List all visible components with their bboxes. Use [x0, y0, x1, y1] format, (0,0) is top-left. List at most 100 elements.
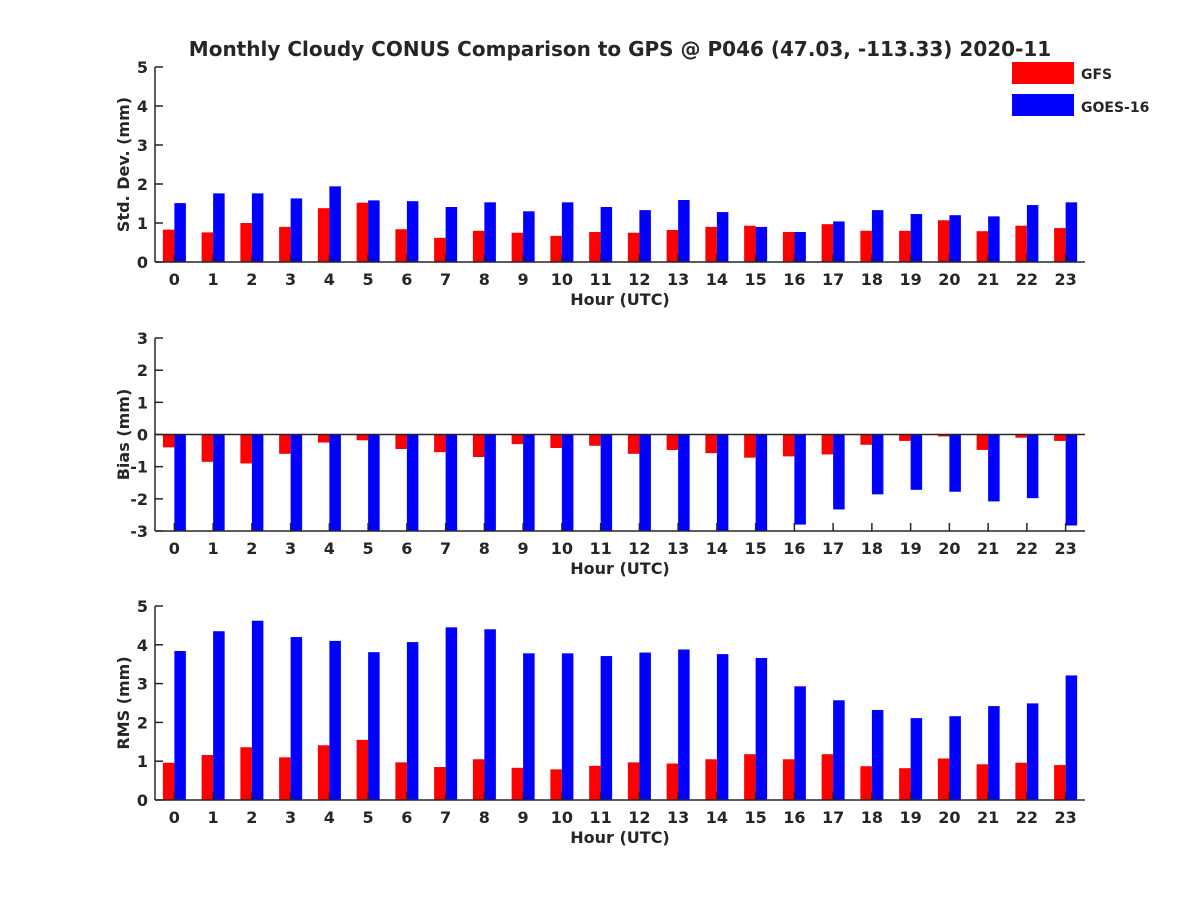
y-tick-label: 3 [137, 329, 148, 348]
x-tick-label: 8 [479, 808, 490, 827]
x-tick-label: 20 [938, 270, 960, 289]
bar-gfs-hour-19 [899, 434, 911, 441]
bar-gfs-hour-3 [279, 757, 291, 800]
y-tick-label: 2 [137, 713, 148, 732]
bar-goes16-hour-19 [910, 718, 923, 800]
bar-goes16-hour-15 [755, 226, 768, 262]
x-tick-label: 2 [246, 270, 257, 289]
bar-goes16-hour-18 [871, 210, 884, 262]
bar-goes16-hour-21 [988, 706, 1000, 800]
bar-goes16-hour-17 [833, 221, 845, 262]
bar-goes16-hour-20 [949, 215, 961, 262]
legend-label-gfs: GFS [1081, 67, 1112, 83]
bar-gfs-hour-1 [201, 232, 214, 262]
bar-goes16-hour-0 [174, 203, 186, 262]
bar-gfs-hour-12 [627, 434, 640, 454]
x-tick-label: 1 [208, 270, 219, 289]
x-tick-label: 2 [246, 539, 257, 558]
x-axis-label: Hour (UTC) [570, 559, 670, 578]
x-tick-label: 4 [324, 539, 335, 558]
bar-gfs-hour-21 [976, 434, 989, 450]
bar-gfs-hour-22 [1015, 434, 1027, 438]
bar-gfs-hour-11 [589, 231, 601, 262]
x-tick-label: 23 [1054, 270, 1076, 289]
bar-goes16-hour-19 [910, 214, 923, 262]
bar-goes16-hour-0 [174, 434, 186, 531]
bar-gfs-hour-5 [356, 202, 369, 262]
x-tick-label: 6 [401, 539, 412, 558]
x-tick-label: 7 [440, 808, 451, 827]
bar-gfs-hour-7 [434, 767, 446, 800]
bar-gfs-hour-3 [279, 226, 291, 262]
bar-goes16-hour-17 [833, 434, 845, 510]
x-tick-label: 8 [479, 270, 490, 289]
bar-goes16-hour-12 [639, 210, 651, 262]
bar-goes16-hour-16 [794, 231, 806, 262]
bar-gfs-hour-22 [1015, 762, 1027, 800]
bar-gfs-hour-17 [821, 754, 834, 800]
x-tick-label: 12 [628, 808, 650, 827]
bar-goes16-hour-7 [445, 207, 458, 262]
bar-goes16-hour-14 [716, 212, 729, 262]
bar-gfs-hour-20 [937, 434, 950, 437]
x-tick-label: 3 [285, 539, 296, 558]
y-tick-label: -2 [130, 490, 148, 509]
x-tick-label: 10 [551, 808, 573, 827]
bar-gfs-hour-16 [782, 759, 795, 800]
bar-gfs-hour-1 [201, 754, 214, 800]
bar-gfs-hour-0 [162, 762, 175, 800]
bar-gfs-hour-4 [317, 745, 330, 800]
x-tick-label: 0 [169, 539, 180, 558]
bar-goes16-hour-2 [251, 193, 264, 262]
x-tick-label: 18 [861, 539, 883, 558]
bar-goes16-hour-0 [174, 651, 186, 800]
x-tick-label: 13 [667, 808, 689, 827]
x-tick-label: 20 [938, 808, 960, 827]
bar-goes16-hour-14 [716, 434, 729, 531]
x-tick-label: 14 [706, 270, 728, 289]
bar-goes16-hour-11 [600, 656, 613, 800]
bar-gfs-hour-23 [1054, 228, 1066, 262]
y-tick-label: 1 [137, 393, 148, 412]
x-tick-label: 7 [440, 539, 451, 558]
bar-goes16-hour-9 [523, 434, 535, 531]
x-tick-label: 6 [401, 270, 412, 289]
bar-goes16-hour-5 [368, 434, 380, 531]
bar-goes16-hour-9 [523, 211, 535, 262]
bar-gfs-hour-1 [201, 434, 214, 462]
x-tick-label: 23 [1054, 539, 1076, 558]
bar-gfs-hour-17 [821, 224, 834, 262]
bar-goes16-hour-3 [290, 637, 303, 800]
bar-gfs-hour-0 [162, 434, 175, 448]
x-tick-label: 22 [1016, 808, 1038, 827]
bar-goes16-hour-19 [910, 434, 923, 490]
bar-goes16-hour-9 [523, 653, 535, 800]
x-tick-label: 14 [706, 539, 728, 558]
y-tick-label: 4 [137, 97, 148, 116]
y-tick-label: 0 [137, 426, 148, 445]
bar-goes16-hour-1 [213, 631, 225, 800]
chart-legend: GFS GOES-16 [1012, 62, 1149, 116]
bar-goes16-hour-7 [445, 434, 458, 531]
x-tick-label: 11 [589, 270, 611, 289]
bar-goes16-hour-16 [794, 434, 806, 525]
bar-gfs-hour-4 [317, 434, 330, 443]
bar-goes16-hour-5 [368, 200, 380, 262]
x-tick-label: 21 [977, 808, 999, 827]
x-tick-label: 17 [822, 270, 844, 289]
x-tick-label: 17 [822, 539, 844, 558]
bar-goes16-hour-8 [484, 202, 496, 262]
x-tick-label: 1 [208, 539, 219, 558]
bar-gfs-hour-20 [937, 220, 950, 262]
bar-gfs-hour-2 [240, 223, 252, 262]
bar-gfs-hour-13 [666, 763, 679, 800]
bar-gfs-hour-4 [317, 208, 330, 262]
bar-goes16-hour-20 [949, 434, 961, 492]
x-tick-label: 9 [518, 539, 529, 558]
bar-gfs-hour-15 [744, 434, 756, 458]
bar-goes16-hour-13 [678, 434, 690, 531]
bar-gfs-hour-8 [472, 230, 485, 262]
bar-gfs-hour-11 [589, 765, 601, 800]
